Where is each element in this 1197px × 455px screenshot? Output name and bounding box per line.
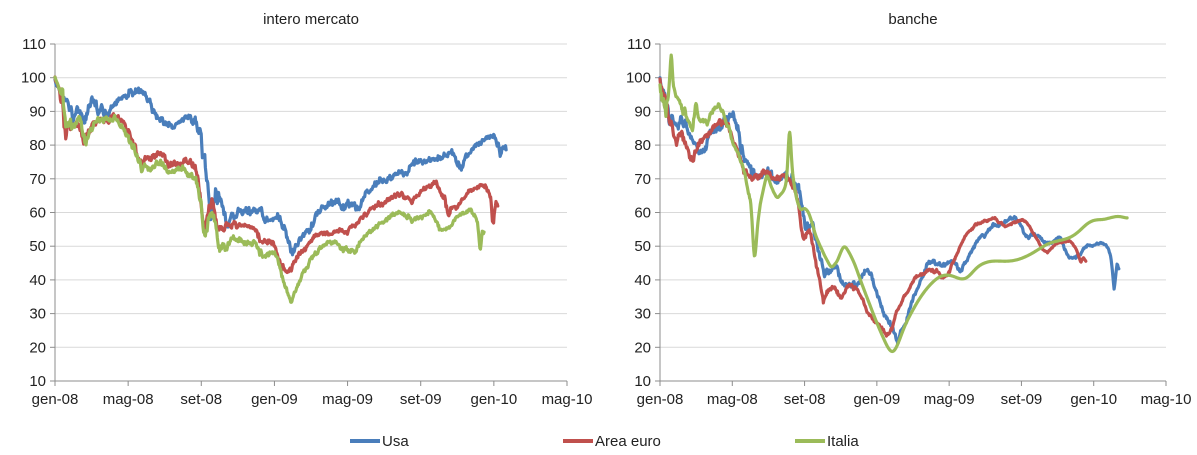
legend-label-area-euro: Area euro: [595, 433, 661, 450]
y-tick-label: 40: [29, 272, 46, 289]
series-line-italia: [658, 53, 1129, 354]
x-tick-label: gen-10: [470, 391, 517, 408]
y-tick-label: 110: [22, 36, 46, 53]
y-tick-label: 50: [634, 238, 651, 255]
x-tick-label: set-08: [784, 391, 826, 408]
x-tick-label: gen-09: [251, 391, 298, 408]
y-tick-label: 50: [29, 238, 46, 255]
y-tick-label: 90: [634, 103, 651, 120]
x-tick-label: gen-09: [853, 391, 900, 408]
x-tick-label: gen-10: [1070, 391, 1117, 408]
y-tick-label: 100: [21, 70, 46, 87]
x-tick-label: mag-08: [103, 391, 154, 408]
y-tick-label: 110: [627, 36, 651, 53]
y-tick-label: 80: [29, 137, 46, 154]
chart-panel-intero-mercato: intero mercato 10 20 30 40 50 60 70 80 90 100 110 ge…: [21, 11, 592, 408]
y-tick-label: 60: [634, 205, 651, 222]
x-tick-label: gen-08: [637, 391, 684, 408]
y-tick-label: 30: [634, 306, 651, 323]
y-tick-label: 70: [634, 171, 651, 188]
y-tick-label: 20: [634, 339, 651, 356]
x-tick-label: gen-08: [32, 391, 79, 408]
chart-title: banche: [888, 11, 937, 28]
y-tick-label: 10: [634, 373, 651, 390]
x-tick-label: mag-09: [924, 391, 975, 408]
x-tick-label: set-09: [400, 391, 442, 408]
x-tick-label: mag-10: [542, 391, 593, 408]
y-tick-label: 30: [29, 306, 46, 323]
y-tick-label: 60: [29, 205, 46, 222]
chart-title: intero mercato: [263, 11, 359, 28]
x-tick-label: set-08: [180, 391, 222, 408]
y-tick-label: 100: [626, 70, 651, 87]
x-tick-label: set-09: [1001, 391, 1043, 408]
series-line-area-euro: [53, 75, 500, 275]
x-tick-label: mag-10: [1141, 391, 1192, 408]
y-tick-label: 90: [29, 103, 46, 120]
series-line-usa: [53, 78, 508, 257]
series-line-usa: [658, 76, 1121, 346]
legend-label-italia: Italia: [827, 433, 859, 450]
y-tick-label: 70: [29, 171, 46, 188]
y-tick-label: 40: [634, 272, 651, 289]
chart-legend: Usa Area euro Italia: [350, 433, 859, 450]
y-tick-label: 80: [634, 137, 651, 154]
x-tick-label: mag-09: [322, 391, 373, 408]
y-tick-label: 10: [29, 373, 46, 390]
legend-label-usa: Usa: [382, 433, 409, 450]
chart-panel-banche: banche 10 20 30 40 50 60 70 80 90 100 110 gen-08 mag-…: [626, 11, 1191, 408]
y-tick-label: 20: [29, 339, 46, 356]
x-tick-label: mag-08: [707, 391, 758, 408]
series-line-italia: [53, 75, 486, 304]
